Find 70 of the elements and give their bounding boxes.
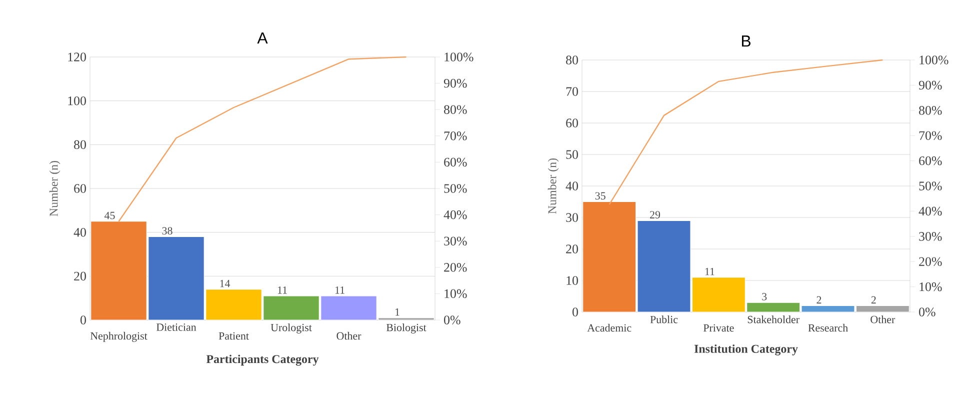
x-tick-label: Academic (587, 324, 632, 332)
y-tick-label: 40 (74, 228, 86, 237)
x-tick-label: Other (336, 332, 362, 340)
x-tick-label: Nephrologist (90, 332, 148, 342)
data-label: 3 (762, 292, 767, 300)
data-label: 11 (278, 286, 287, 294)
x-tick-label: Other (870, 316, 896, 324)
data-label: 11 (335, 286, 344, 294)
y-tick-label: 60 (566, 118, 578, 128)
data-label: 38 (162, 227, 172, 235)
line-series (118, 56, 407, 222)
y2-tick-label: 30% (444, 236, 467, 246)
y-tick-label: 0 (572, 308, 578, 316)
x-tick-label: Public (650, 316, 678, 324)
y-tick-label: 80 (74, 140, 86, 150)
y2-tick-label: 100% (920, 56, 948, 64)
y-tick-label: 20 (566, 244, 578, 254)
y2-tick-label: 50% (919, 182, 942, 190)
y2-tick-label: 0% (444, 316, 460, 324)
y2-tick-label: 80% (444, 105, 467, 114)
y-axis-title: Number (n) (49, 160, 60, 216)
y-tick-label: 80 (566, 56, 578, 64)
y2-tick-label: 70% (919, 131, 942, 140)
data-label: 35 (595, 192, 606, 200)
x-tick-label: Patient (218, 332, 249, 340)
y2-tick-label: 40% (918, 206, 942, 216)
y-tick-label: 30 (566, 213, 578, 222)
y2-tick-label: 60% (919, 156, 942, 166)
y2-tick-label: 20% (919, 257, 942, 266)
y-tick-label: 40 (566, 182, 578, 190)
y2-tick-label: 70% (444, 132, 467, 140)
x-tick-label: Research (808, 324, 848, 332)
y2-tick-label: 100% (444, 52, 474, 62)
y-tick-label: 20 (74, 272, 86, 281)
data-label: 2 (816, 296, 822, 304)
y2-tick-label: 90% (918, 80, 942, 90)
x-axis-title: Institution Category (694, 344, 798, 356)
y-tick-label: 100 (68, 96, 86, 106)
y2-tick-label: 20% (444, 263, 467, 272)
x-tick-label: Dietician (156, 324, 196, 331)
y2-tick-label: 40% (444, 210, 467, 220)
y-tick-label: 120 (68, 52, 86, 62)
y-tick-label: 10 (566, 276, 578, 285)
chart-title: A (257, 32, 268, 44)
y-axis-title: Number (n) (548, 158, 559, 214)
data-label: 1 (395, 308, 400, 316)
x-tick-label: Urologist (270, 324, 312, 334)
y2-tick-label: 30% (919, 232, 942, 241)
y2-tick-label: 80% (919, 106, 942, 115)
data-label: 45 (104, 212, 115, 220)
line-series (608, 59, 884, 205)
y2-tick-label: 60% (444, 158, 467, 167)
data-label: 11 (705, 268, 714, 276)
y2-tick-label: 10% (444, 289, 467, 298)
data-label: 2 (871, 296, 876, 304)
x-tick-label: Stakeholder (748, 316, 800, 324)
chart-title: B (742, 36, 750, 46)
y-tick-label: 50 (566, 150, 578, 159)
y-tick-label: 70 (566, 87, 578, 96)
y2-tick-label: 50% (444, 184, 467, 193)
y-tick-label: 60 (74, 184, 86, 193)
x-tick-label: Biologist (386, 324, 426, 334)
y2-tick-label: 0% (919, 308, 936, 316)
y2-tick-label: 90% (444, 78, 467, 88)
x-axis-title: Participants Category (206, 354, 319, 366)
y-tick-label: 0 (80, 316, 86, 324)
data-label: 14 (220, 280, 230, 288)
data-label: 29 (650, 211, 660, 218)
x-tick-label: Private (703, 324, 734, 332)
y2-tick-label: 10% (920, 282, 942, 292)
